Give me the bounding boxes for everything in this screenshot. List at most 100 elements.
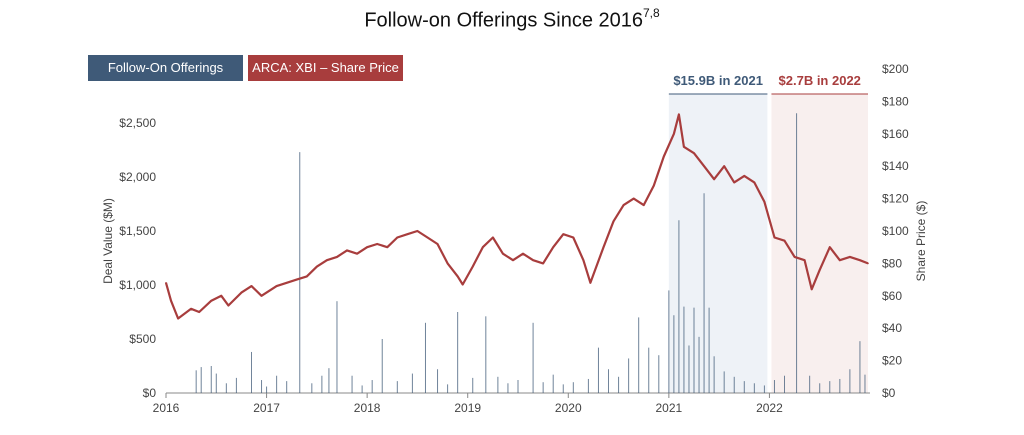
xbi-point-26: [426, 236, 429, 239]
xbi-point-58: [733, 181, 736, 184]
xbi-point-13: [295, 278, 298, 281]
xbi-point-52: [678, 113, 680, 116]
xbi-point-6: [220, 295, 223, 297]
xbi-point-20: [366, 246, 368, 248]
xbi-point-65: [803, 259, 806, 261]
y-left-axis-title: Deal Value ($M): [101, 198, 115, 284]
y-left-tick-label-3: $1,500: [119, 224, 156, 238]
xbi-point-37: [532, 259, 534, 261]
y-right-tick-label-8: $160: [882, 127, 909, 141]
xbi-point-47: [632, 197, 635, 200]
x-tick-label-5: 2021: [656, 401, 683, 415]
xbi-point-59: [743, 175, 746, 177]
xbi-point-29: [456, 275, 459, 278]
y-left-tick-label-2: $1,000: [119, 278, 156, 292]
xbi-point-68: [828, 246, 831, 248]
xbi-point-35: [512, 259, 514, 261]
xbi-point-12: [285, 282, 288, 284]
y-right-tick-label-0: $0: [882, 386, 896, 400]
xbi-point-21: [376, 243, 379, 245]
xbi-point-41: [572, 236, 575, 239]
y-right-axis-title: Share Price ($): [914, 201, 928, 282]
chart-title: Follow-on Offerings Since 20167,8: [0, 6, 1024, 33]
xbi-point-24: [406, 233, 409, 236]
chart-title-footnote: 7,8: [642, 6, 660, 20]
xbi-point-28: [446, 262, 449, 265]
xbi-point-14: [306, 275, 308, 278]
xbi-point-66: [810, 288, 813, 291]
xbi-point-19: [356, 252, 358, 255]
highlight-label-0: $15.9B in 2021: [673, 73, 763, 88]
xbi-point-1: [170, 299, 172, 302]
xbi-point-55: [703, 165, 705, 167]
xbi-point-43: [589, 282, 592, 284]
xbi-point-62: [773, 236, 776, 239]
y-left-tick-label-0: $0: [143, 386, 157, 400]
xbi-point-46: [622, 204, 625, 206]
xbi-point-69: [839, 259, 841, 261]
xbi-point-8: [240, 291, 243, 294]
xbi-point-54: [693, 152, 695, 155]
xbi-point-32: [482, 246, 484, 248]
legend-xbi-share-price-button[interactable]: ARCA: XBI – Share Price: [248, 55, 403, 81]
xbi-point-22: [386, 246, 389, 248]
xbi-point-60: [753, 181, 756, 184]
xbi-point-23: [396, 236, 399, 239]
y-right-tick-label-9: $180: [882, 94, 909, 108]
x-tick-label-3: 2019: [454, 401, 481, 415]
xbi-point-49: [652, 184, 655, 187]
xbi-point-48: [642, 204, 645, 206]
xbi-point-51: [673, 133, 675, 135]
xbi-point-2: [177, 317, 179, 320]
xbi-point-0: [165, 282, 167, 284]
xbi-point-7: [227, 304, 230, 307]
xbi-point-10: [260, 295, 263, 297]
highlight-region-0: [668, 94, 768, 393]
xbi-point-40: [562, 233, 565, 236]
xbi-point-39: [552, 246, 554, 248]
legend-follow-on-offerings-button[interactable]: Follow-On Offerings: [88, 55, 243, 81]
xbi-point-53: [683, 145, 685, 148]
chart-title-text: Follow-on Offerings Since 2016: [364, 9, 643, 32]
y-right-tick-label-1: $20: [882, 354, 902, 368]
xbi-point-17: [336, 256, 338, 258]
xbi-point-56: [713, 178, 715, 180]
xbi-point-33: [492, 236, 494, 239]
x-tick-label-6: 2022: [756, 401, 783, 415]
x-tick-label-1: 2017: [253, 401, 280, 415]
xbi-point-30: [461, 283, 464, 286]
xbi-point-31: [471, 265, 474, 268]
xbi-point-64: [793, 256, 796, 258]
xbi-point-15: [316, 265, 318, 268]
xbi-point-63: [783, 239, 786, 242]
y-right-tick-label-3: $60: [882, 289, 902, 303]
x-tick-label-4: 2020: [555, 401, 582, 415]
y-right-tick-label-10: $200: [882, 62, 909, 76]
xbi-point-71: [859, 259, 861, 261]
xbi-point-27: [436, 243, 439, 245]
xbi-point-72: [867, 262, 869, 265]
xbi-point-3: [190, 307, 192, 310]
xbi-point-5: [210, 299, 213, 302]
xbi-point-36: [522, 252, 524, 255]
highlight-label-1: $2.7B in 2022: [779, 73, 861, 88]
xbi-point-18: [346, 249, 348, 252]
xbi-point-38: [542, 262, 544, 265]
y-left-tick-label-4: $2,000: [119, 170, 156, 184]
xbi-point-11: [275, 285, 278, 287]
xbi-point-67: [818, 269, 821, 271]
xbi-point-9: [250, 285, 253, 287]
y-left-tick-label-5: $2,500: [119, 116, 156, 130]
xbi-point-34: [502, 252, 504, 255]
y-left-tick-label-1: $500: [129, 332, 156, 346]
y-right-tick-label-7: $140: [882, 159, 909, 173]
xbi-point-70: [849, 256, 851, 258]
xbi-point-50: [663, 155, 665, 158]
xbi-point-25: [416, 230, 419, 232]
x-tick-label-0: 2016: [153, 401, 180, 415]
y-right-tick-label-5: $100: [882, 224, 909, 238]
xbi-point-16: [326, 259, 328, 261]
xbi-point-42: [582, 259, 585, 261]
xbi-point-45: [612, 220, 615, 223]
